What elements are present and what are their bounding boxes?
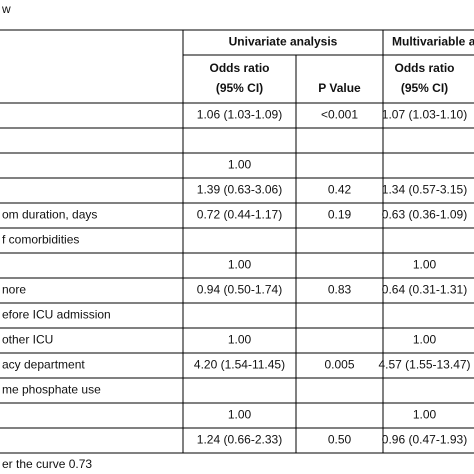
cell: 0.42 xyxy=(328,183,352,197)
cell: 4.20 (1.54-11.45) xyxy=(194,358,285,372)
cell: 1.00 xyxy=(413,408,437,422)
cell: 0.96 (0.47-1.93) xyxy=(382,433,467,447)
cell: 1.00 xyxy=(413,258,437,272)
cell: 1.00 xyxy=(228,158,252,172)
cell: <0.001 xyxy=(321,108,358,122)
cell: 0.72 (0.44-1.17) xyxy=(197,208,282,222)
cell: 0.64 (0.31-1.31) xyxy=(382,283,467,297)
row-label: acy department xyxy=(2,358,85,372)
row-label: nore xyxy=(2,283,26,297)
cell: 0.94 (0.50-1.74) xyxy=(197,283,282,297)
footer: er the curve 0.73 xyxy=(2,457,92,471)
row-label: me phosphate use xyxy=(2,383,101,397)
title: w xyxy=(1,2,11,16)
cell: 1.00 xyxy=(228,333,252,347)
group-header: Multivariable a xyxy=(392,35,474,49)
sub-header: (95% CI) xyxy=(401,81,448,95)
cell: 1.00 xyxy=(413,333,437,347)
row-label: efore ICU admission xyxy=(2,308,111,322)
cell: 1.39 (0.63-3.06) xyxy=(197,183,282,197)
cell: 1.00 xyxy=(228,408,252,422)
row-label: other ICU xyxy=(2,333,53,347)
cell: 0.19 xyxy=(328,208,352,222)
cell: 1.06 (1.03-1.09) xyxy=(197,108,282,122)
cell: 1.00 xyxy=(228,258,252,272)
sub-header: P Value xyxy=(318,81,361,95)
sub-header: Odds ratio xyxy=(209,61,269,75)
cell: 1.07 (1.03-1.10) xyxy=(382,108,467,122)
cell: 0.50 xyxy=(328,433,352,447)
row-label: f comorbidities xyxy=(2,233,79,247)
row-label: om duration, days xyxy=(2,208,97,222)
cell: 0.83 xyxy=(328,283,352,297)
group-header: Univariate analysis xyxy=(229,35,338,49)
sub-header: (95% CI) xyxy=(216,81,263,95)
cell: 0.63 (0.36-1.09) xyxy=(382,208,467,222)
cell: 1.34 (0.57-3.15) xyxy=(382,183,467,197)
cell: 1.24 (0.66-2.33) xyxy=(197,433,282,447)
sub-header: Odds ratio xyxy=(394,61,454,75)
cell: 0.005 xyxy=(324,358,354,372)
cell: 4.57 (1.55-13.47) xyxy=(378,358,470,372)
